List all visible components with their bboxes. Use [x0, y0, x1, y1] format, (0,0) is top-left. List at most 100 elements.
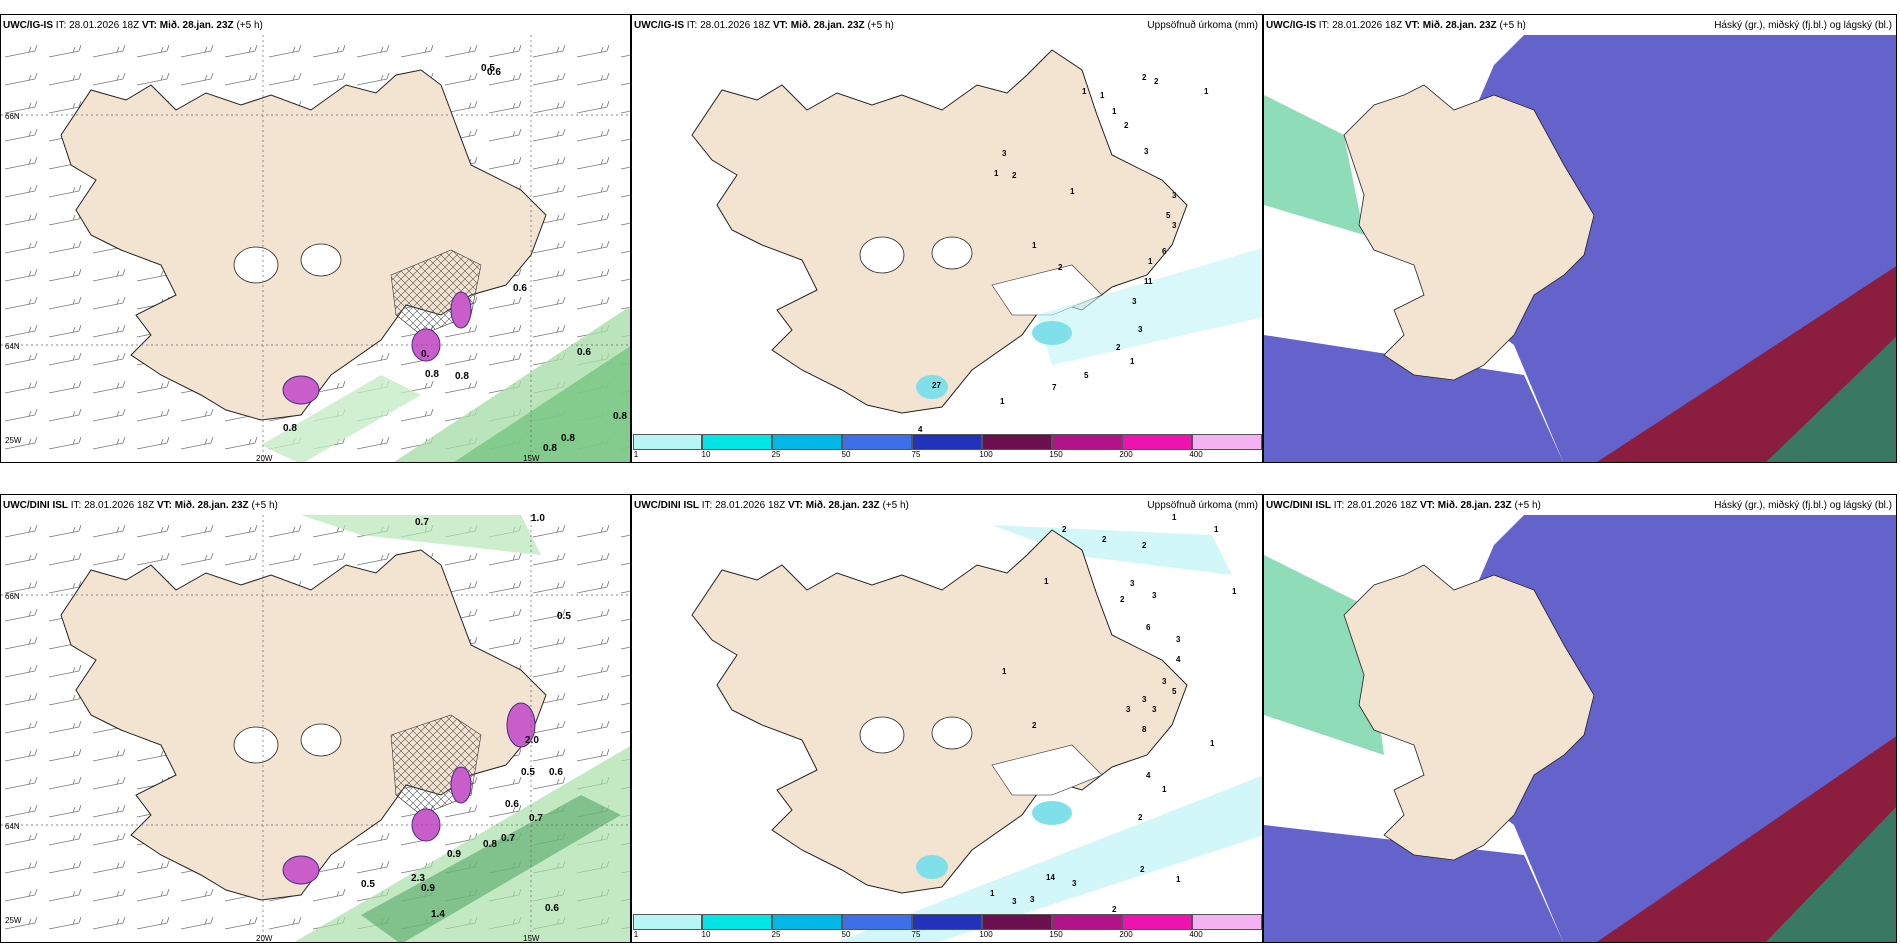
- model-name: UWC/DINI ISL: [3, 500, 68, 511]
- value-label: 1: [994, 169, 999, 178]
- value-label: 3: [1030, 895, 1035, 904]
- colorbar-label: 50: [841, 450, 851, 459]
- value-label: 2: [1032, 721, 1037, 730]
- value-label: 0.7: [501, 833, 515, 844]
- value-label: 3: [1162, 677, 1167, 686]
- panel-bottom-middle: UWC/DINI ISL IT: 28.01.2026 18Z VT: Mið.…: [631, 494, 1263, 943]
- value-label: 1: [1100, 91, 1105, 100]
- value-label: 5: [1172, 687, 1177, 696]
- value-label: 0.8: [613, 411, 627, 422]
- value-label: 0.6: [487, 67, 501, 78]
- colorbar-swatch: [633, 434, 702, 450]
- init-time: IT: 28.01.2026 18Z: [1333, 500, 1418, 511]
- panel-header: UWC/IG-IS IT: 28.01.2026 18Z VT: Mið. 28…: [3, 19, 626, 33]
- value-label: 2: [1102, 535, 1107, 544]
- value-label: 1: [1176, 875, 1181, 884]
- value-label: 1: [1130, 357, 1135, 366]
- value-label: 1.0: [531, 513, 545, 524]
- valid-time: Mið. 28.jan. 23Z: [790, 20, 865, 31]
- value-label: 0.5: [557, 611, 571, 622]
- lon-label-15: 15W: [523, 454, 540, 463]
- colorbar-swatch: [982, 914, 1052, 930]
- panel-top-left: UWC/IG-IS IT: 28.01.2026 18Z VT: Mið. 28…: [0, 14, 631, 463]
- iceland-landmass: [1343, 84, 1595, 381]
- value-label: 3: [1176, 635, 1181, 644]
- colorbar-label: 75: [911, 450, 921, 459]
- colorbar-label: 150: [1049, 450, 1063, 459]
- value-label: 4: [1146, 771, 1151, 780]
- colorbar-swatch: [1052, 434, 1122, 450]
- value-label: 1: [1032, 241, 1037, 250]
- init-time: IT: 28.01.2026 18Z: [686, 20, 771, 31]
- value-label: 3: [1152, 705, 1157, 714]
- colorbar-label: 25: [771, 450, 781, 459]
- iceland-landmass: [691, 529, 1188, 894]
- colorbar-label: 10: [701, 930, 711, 939]
- value-label: 3: [1072, 879, 1077, 888]
- value-label: 2: [1062, 525, 1067, 534]
- value-label: 1: [1082, 87, 1087, 96]
- value-label: 3: [1144, 147, 1149, 156]
- value-label: 6: [1146, 623, 1151, 632]
- value-label: 1: [1000, 397, 1005, 406]
- value-label: 3: [1132, 297, 1137, 306]
- lon-label-20: 20W: [256, 454, 273, 463]
- value-label: 0.8: [483, 839, 497, 850]
- value-label: 0.6: [505, 799, 519, 810]
- value-label: 0.6: [545, 903, 559, 914]
- value-label: 2: [1116, 343, 1121, 352]
- accumulated-precip-map: [691, 49, 1262, 414]
- lead-time: (+5 h): [882, 500, 909, 511]
- value-label: 5: [1084, 371, 1089, 380]
- value-label: 11: [1144, 277, 1153, 286]
- value-label: 3: [1130, 579, 1135, 588]
- value-label: 2: [1124, 121, 1129, 130]
- value-label: 1: [1172, 513, 1177, 522]
- colorbar-swatch: [1052, 914, 1122, 930]
- value-label: 1: [1232, 587, 1237, 596]
- value-label: 3: [1172, 191, 1177, 200]
- panel-bottom-left: UWC/DINI ISL IT: 28.01.2026 18Z VT: Mið.…: [0, 494, 631, 943]
- value-label: 3: [1172, 221, 1177, 230]
- value-label: 2: [1142, 541, 1147, 550]
- colorbar-swatch: [842, 914, 912, 930]
- value-label: 3: [1138, 325, 1143, 334]
- value-label: 2: [1120, 595, 1125, 604]
- value-label: 2: [1058, 263, 1063, 272]
- wind-precip-map: 66N 64N 25W 20W 15W: [1, 35, 630, 463]
- panel-header: UWC/DINI ISL IT: 28.01.2026 18Z VT: Mið.…: [1266, 499, 1892, 513]
- colorbar-label: 400: [1189, 450, 1203, 459]
- model-name: UWC/IG-IS: [1266, 20, 1316, 31]
- value-label: 0.8: [543, 443, 557, 454]
- lat-label-66: 66N: [5, 592, 20, 601]
- colorbar-swatch: [772, 434, 842, 450]
- value-label: 2: [1012, 171, 1017, 180]
- lead-time: (+5 h): [867, 20, 894, 31]
- value-label: 3: [1126, 705, 1131, 714]
- colorbar-label: 50: [841, 930, 851, 939]
- lead-time: (+5 h): [1514, 500, 1541, 511]
- colorbar-swatch: [1192, 914, 1262, 930]
- value-label: 3: [1152, 591, 1157, 600]
- value-label: 0.5: [521, 767, 535, 778]
- colorbar-swatch: [1192, 434, 1262, 450]
- value-label: 0.7: [415, 517, 429, 528]
- value-label: 1: [1210, 739, 1215, 748]
- value-label: 5: [1166, 211, 1171, 220]
- value-label: 2: [1154, 77, 1159, 86]
- model-name: UWC/DINI ISL: [1266, 500, 1331, 511]
- lat-label-66: 66N: [5, 112, 20, 121]
- valid-label: VT:: [1404, 20, 1420, 31]
- value-label: 3: [1142, 695, 1147, 704]
- panel-header: UWC/IG-IS IT: 28.01.2026 18Z VT: Mið. 28…: [634, 19, 1258, 33]
- colorbar-label: 200: [1119, 450, 1133, 459]
- wind-precip-map: 66N 64N 25W 20W 15W: [1, 515, 630, 942]
- colorbar-label: 10: [701, 450, 711, 459]
- valid-time: Mið. 28.jan. 23Z: [159, 20, 234, 31]
- iceland-landmass: [691, 49, 1188, 414]
- valid-label: VT:: [1419, 500, 1435, 511]
- value-label: 2.3: [411, 873, 425, 884]
- precip-colorbar: 1 10 25 50 75 100 150 200 400: [632, 914, 1262, 939]
- map-title: Háský (gr.), miðský (fj.bl.) og lágský (…: [1714, 20, 1892, 31]
- lead-time: (+5 h): [236, 20, 263, 31]
